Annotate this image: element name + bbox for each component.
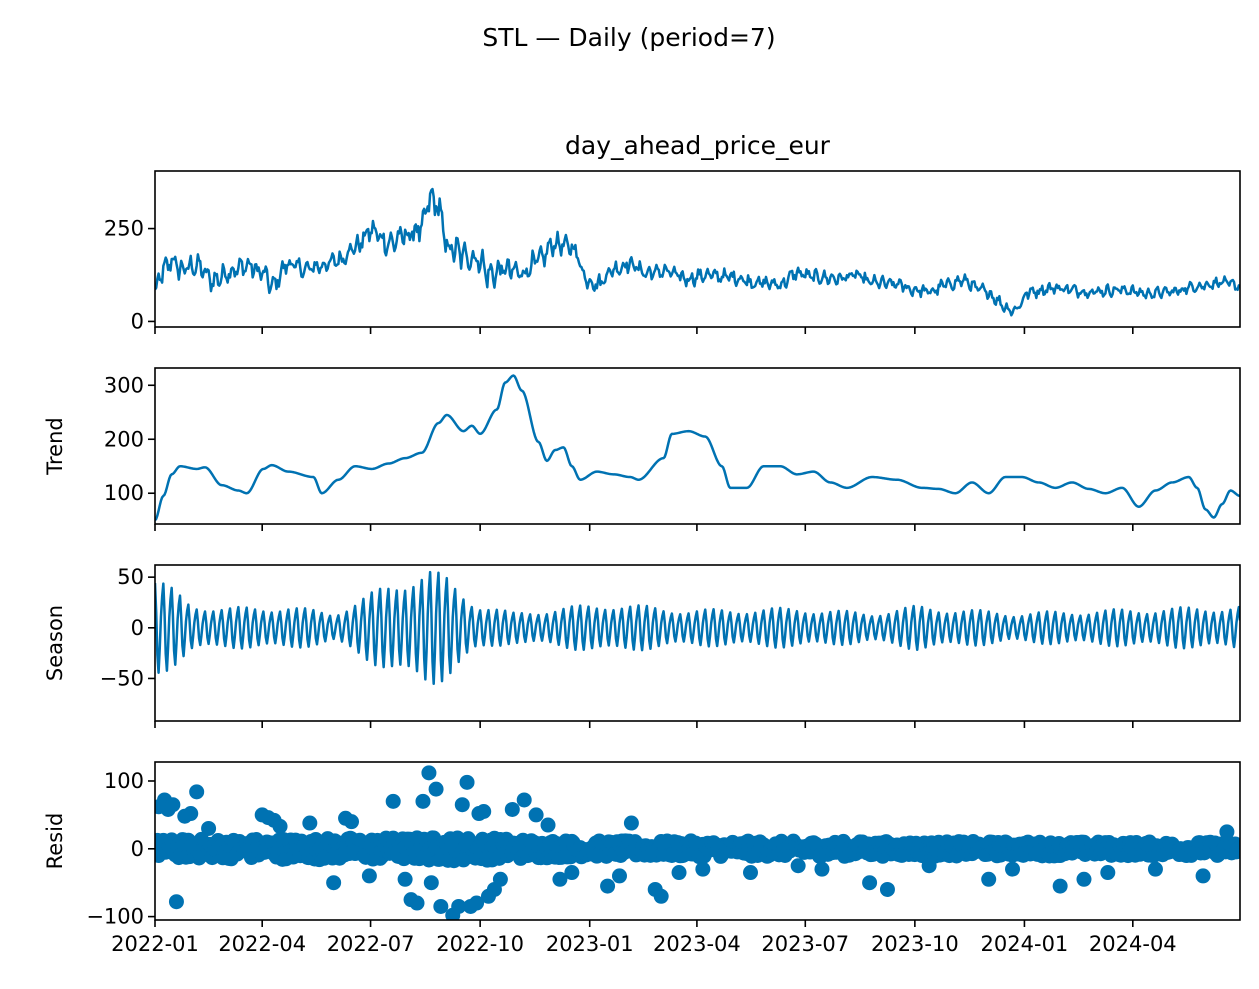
resid-outlier-point bbox=[361, 868, 377, 884]
resid-outlier-point bbox=[344, 814, 360, 830]
panel-observed: 0 250 day_ahead_price_eur bbox=[104, 131, 1241, 334]
resid-outlier-point bbox=[1076, 871, 1092, 887]
y-axis-label-trend: Trend bbox=[43, 417, 67, 475]
y-tick-label: 100 bbox=[104, 481, 144, 505]
y-tick-label: 50 bbox=[117, 565, 144, 589]
resid-outlier-point bbox=[516, 792, 532, 808]
resid-outlier-point bbox=[454, 797, 470, 813]
y-axis-label-season: Season bbox=[43, 605, 67, 681]
y-tick-label: 250 bbox=[104, 217, 144, 241]
panel-resid: −100 0 100 2022-01 2022-04 2022-07 2022-10 2023… bbox=[43, 761, 1241, 956]
resid-outlier-point bbox=[1219, 824, 1235, 840]
x-tick-label: 2023-07 bbox=[761, 932, 849, 956]
resid-outlier-point bbox=[1052, 878, 1068, 894]
resid-outlier-point bbox=[814, 861, 830, 877]
resid-outlier-point bbox=[623, 815, 639, 831]
resid-outlier-point bbox=[552, 871, 568, 887]
resid-outlier-point bbox=[272, 818, 288, 834]
resid-outlier-point bbox=[201, 820, 217, 836]
resid-outlier-point bbox=[695, 861, 711, 877]
resid-outlier-point bbox=[421, 765, 437, 781]
x-tick-label: 2022-04 bbox=[218, 932, 306, 956]
resid-outlier-point bbox=[671, 865, 687, 881]
x-tick-label: 2022-01 bbox=[111, 932, 199, 956]
x-tick-label: 2023-04 bbox=[653, 932, 741, 956]
resid-outlier-point bbox=[302, 815, 318, 831]
x-tick-label: 2022-07 bbox=[327, 932, 415, 956]
resid-outlier-point bbox=[459, 774, 475, 790]
resid-outlier-point bbox=[168, 894, 184, 910]
resid-outlier-point bbox=[921, 858, 937, 874]
resid-outlier-point bbox=[476, 804, 492, 819]
plot-area-observed bbox=[155, 187, 1240, 317]
resid-outlier-point bbox=[409, 895, 425, 911]
plot-area-trend bbox=[155, 374, 1240, 522]
resid-outlier-point bbox=[433, 898, 449, 914]
resid-outlier-point bbox=[189, 784, 205, 800]
resid-outlier-point bbox=[600, 878, 616, 894]
x-tick-label: 2023-01 bbox=[546, 932, 634, 956]
y-tick-label: 0 bbox=[131, 309, 144, 333]
axes-frame-observed bbox=[154, 170, 1241, 328]
resid-outlier-point bbox=[564, 865, 580, 881]
resid-outlier-point bbox=[611, 868, 627, 884]
resid-point bbox=[1232, 840, 1240, 856]
plot-area-resid bbox=[155, 765, 1240, 920]
resid-outlier-point bbox=[743, 865, 758, 881]
resid-outlier-point bbox=[528, 807, 544, 823]
trend-series-line bbox=[155, 374, 1240, 522]
x-tick-label: 2022-10 bbox=[436, 932, 524, 956]
plot-area-season bbox=[155, 570, 1240, 686]
y-tick-label: 100 bbox=[104, 769, 144, 793]
stl-panels: 0 250 day_ahead_price_eur 100 200 300 Trend −50… bbox=[43, 131, 1241, 956]
resid-outlier-point bbox=[415, 793, 431, 809]
resid-outlier-point bbox=[385, 793, 401, 809]
y-axis-label-resid: Resid bbox=[43, 813, 67, 870]
y-tick-label: −100 bbox=[86, 905, 144, 929]
panel-season: −50 0 50 Season bbox=[43, 564, 1241, 728]
y-tick-label: 0 bbox=[131, 616, 144, 640]
resid-outlier-point bbox=[1147, 861, 1163, 877]
resid-outlier-point bbox=[165, 797, 181, 813]
panel-trend: 100 200 300 Trend bbox=[43, 367, 1241, 531]
resid-outlier-point bbox=[397, 871, 413, 887]
resid-outlier-point bbox=[183, 806, 199, 822]
observed-series-line bbox=[155, 187, 1240, 317]
resid-outlier-point bbox=[428, 781, 444, 797]
season-series-line bbox=[155, 570, 1240, 686]
resid-outlier-point bbox=[326, 875, 342, 891]
resid-outlier-point bbox=[451, 898, 467, 914]
resid-outlier-point bbox=[1005, 861, 1021, 877]
resid-outlier-point bbox=[492, 871, 508, 887]
resid-outlier-point bbox=[540, 817, 556, 833]
resid-outlier-point bbox=[879, 881, 895, 897]
resid-outlier-point bbox=[504, 801, 520, 817]
panel-title: day_ahead_price_eur bbox=[565, 131, 831, 160]
resid-outlier-point bbox=[653, 888, 669, 904]
y-tick-label: 200 bbox=[104, 427, 144, 451]
resid-outlier-point bbox=[862, 875, 878, 891]
resid-outlier-point bbox=[469, 895, 485, 911]
figure-suptitle: STL — Daily (period=7) bbox=[482, 23, 775, 52]
resid-outlier-point bbox=[1195, 868, 1211, 884]
resid-outlier-point bbox=[790, 858, 806, 874]
x-tick-label: 2024-04 bbox=[1089, 932, 1177, 956]
y-tick-label: −50 bbox=[100, 666, 144, 690]
y-tick-label: 300 bbox=[104, 373, 144, 397]
resid-outlier-point bbox=[423, 875, 439, 891]
x-tick-label: 2024-01 bbox=[981, 932, 1069, 956]
y-tick-label: 0 bbox=[131, 837, 144, 861]
resid-outlier-point bbox=[1100, 865, 1116, 881]
axes-frame-trend bbox=[154, 367, 1241, 525]
resid-outlier-point bbox=[981, 871, 997, 887]
x-tick-label: 2023-10 bbox=[871, 932, 959, 956]
